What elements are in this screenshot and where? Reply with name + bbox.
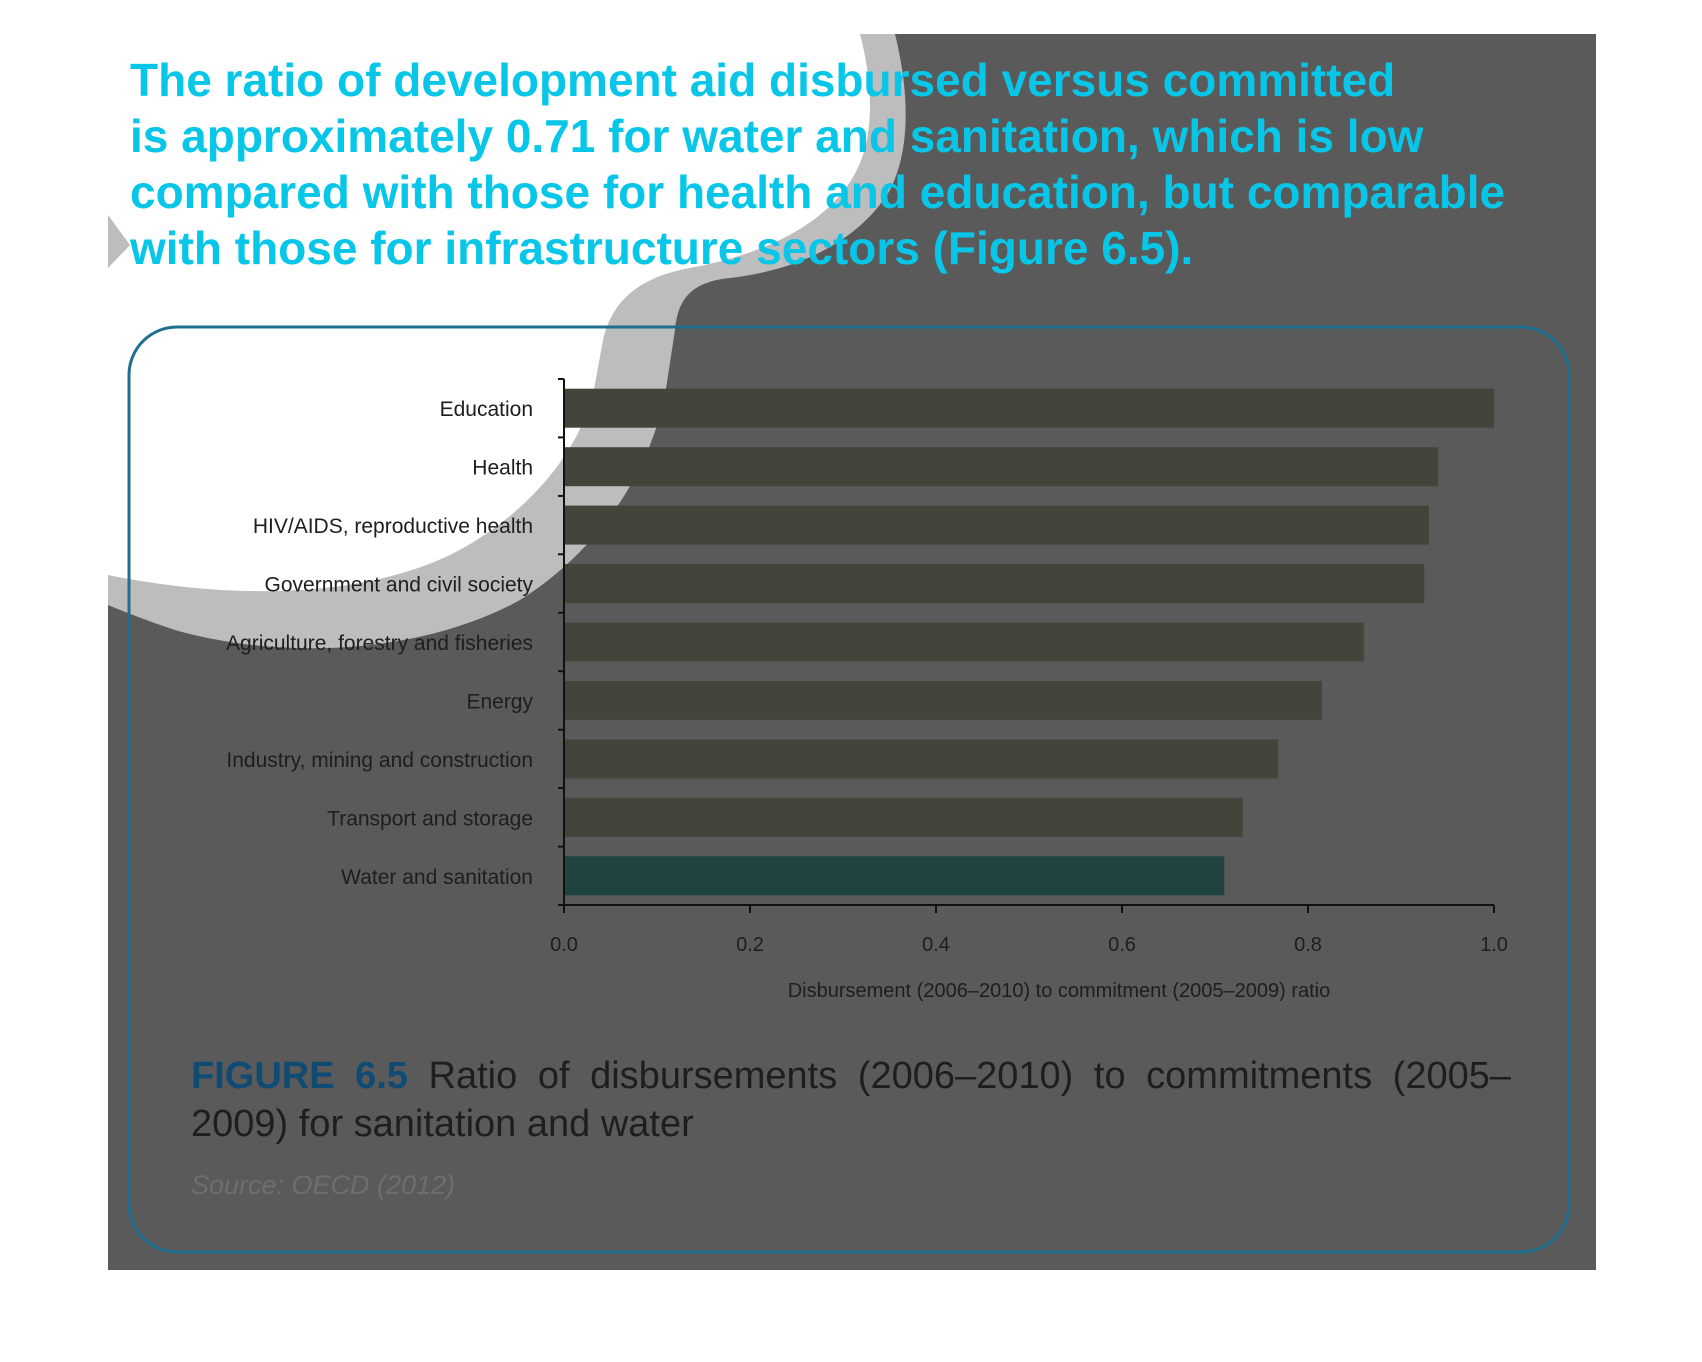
category-label: Government and civil society bbox=[265, 574, 534, 597]
headline-line: with those for infrastructure sectors (F… bbox=[130, 222, 1194, 274]
x-axis-title: Disbursement (2006–2010) to commitment (… bbox=[788, 980, 1331, 1002]
bar bbox=[564, 388, 1494, 428]
x-tick-label: 0.0 bbox=[550, 934, 578, 956]
bar bbox=[564, 797, 1243, 837]
x-tick-label: 0.4 bbox=[922, 934, 950, 956]
category-label: Energy bbox=[466, 690, 533, 713]
chart-panel-border bbox=[127, 325, 1571, 1254]
bar bbox=[564, 856, 1225, 896]
bar bbox=[564, 680, 1322, 720]
category-label: Health bbox=[472, 457, 533, 480]
category-label: Transport and storage bbox=[327, 807, 533, 830]
x-tick-label: 0.6 bbox=[1108, 934, 1136, 956]
category-label: HIV/AIDS, reproductive health bbox=[253, 515, 533, 538]
bar bbox=[564, 622, 1364, 662]
figure-caption-text: Ratio of disbursements (2006–2010) to co… bbox=[191, 1055, 1511, 1145]
figure-number: FIGURE 6.5 bbox=[191, 1055, 408, 1097]
x-tick-label: 1.0 bbox=[1480, 934, 1508, 956]
category-label: Water and sanitation bbox=[341, 866, 533, 889]
headline-line: compared with those for health and educa… bbox=[130, 166, 1506, 218]
category-label: Education bbox=[440, 398, 533, 421]
left-notch-shape bbox=[108, 215, 130, 268]
x-tick-label: 0.8 bbox=[1294, 934, 1322, 956]
headline-line: is approximately 0.71 for water and sani… bbox=[130, 110, 1424, 162]
figure-source: Source: OECD (2012) bbox=[191, 1170, 456, 1200]
category-label: Agriculture, forestry and fisheries bbox=[226, 632, 533, 655]
white-wave-shape bbox=[108, 34, 871, 592]
bar bbox=[564, 739, 1279, 779]
figure-caption: FIGURE 6.5 Ratio of disbursements (2006–… bbox=[191, 1052, 1511, 1148]
bar bbox=[564, 564, 1425, 604]
x-tick-label: 0.2 bbox=[736, 934, 764, 956]
bar bbox=[564, 447, 1439, 487]
bar bbox=[564, 505, 1429, 545]
category-label: Industry, mining and construction bbox=[226, 749, 533, 772]
headline-line: The ratio of development aid disbursed v… bbox=[130, 54, 1396, 106]
headline-text: The ratio of development aid disbursed v… bbox=[130, 52, 1550, 276]
